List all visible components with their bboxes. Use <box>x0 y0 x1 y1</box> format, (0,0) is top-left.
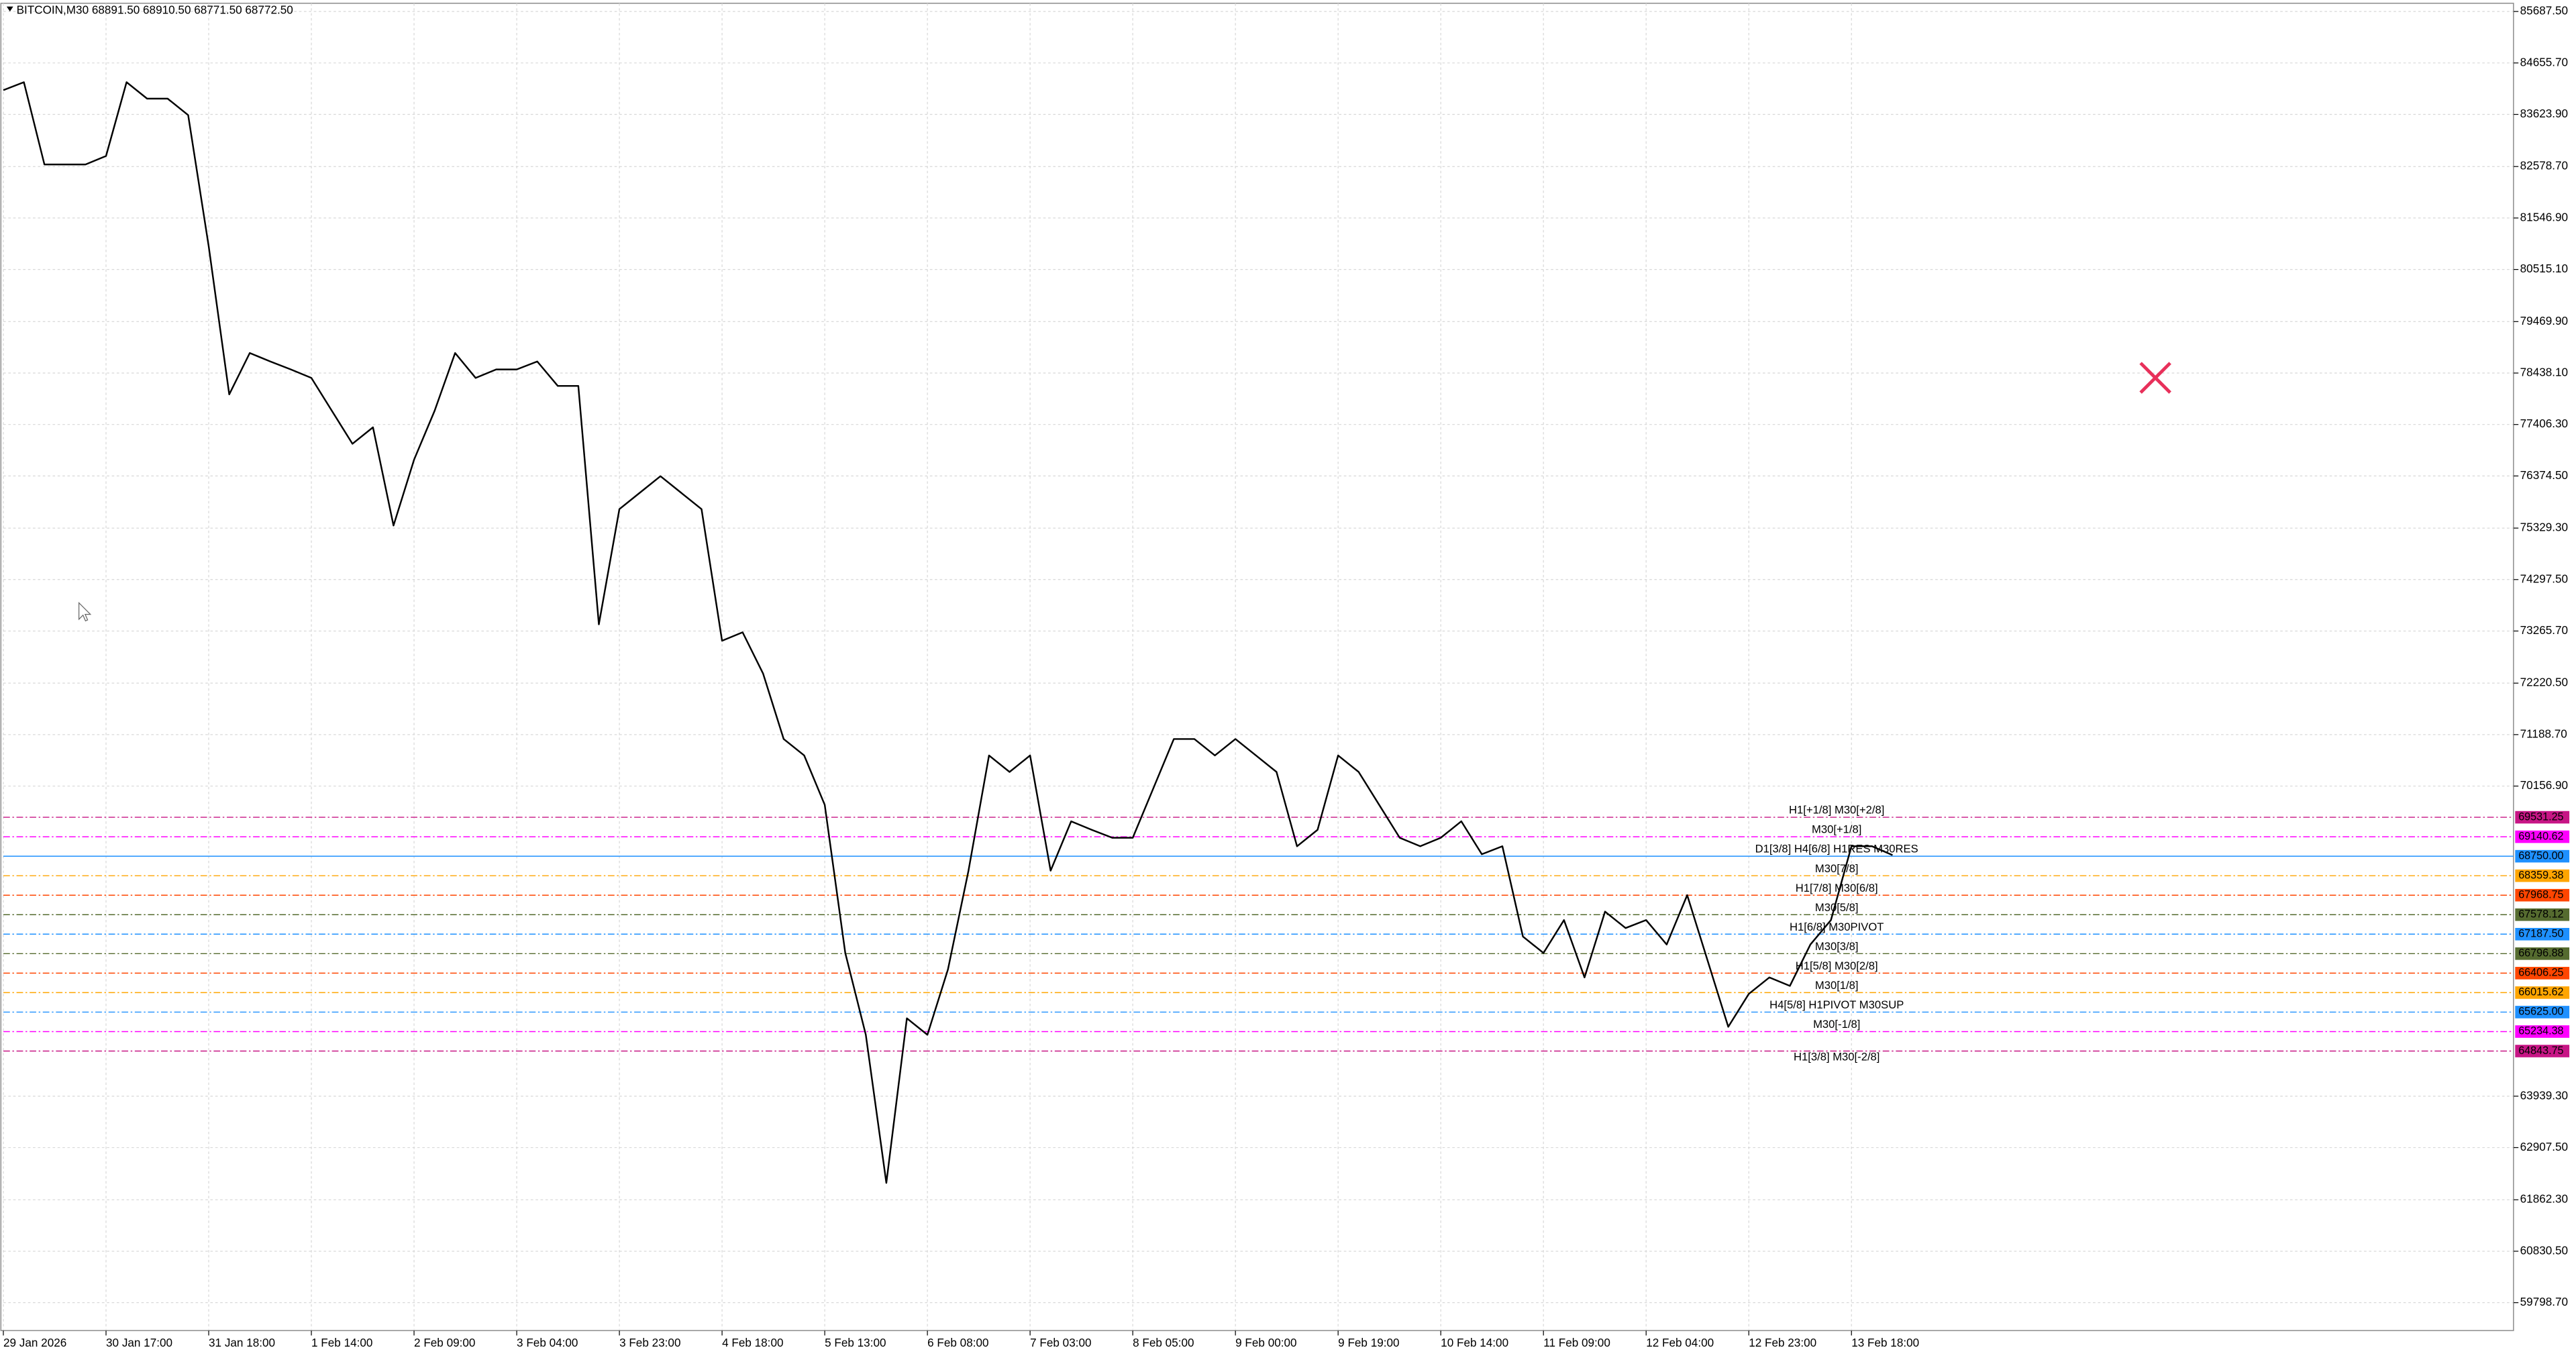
level-price-box <box>2515 1025 2570 1038</box>
level-price-label: 67968.75 <box>2518 888 2563 900</box>
y-tick-label: 78438.10 <box>2520 366 2568 379</box>
y-tick-label: 76374.50 <box>2520 468 2568 482</box>
y-tick-label: 62907.50 <box>2520 1140 2568 1153</box>
level-price-label: 66015.62 <box>2518 986 2563 998</box>
x-tick-label: 3 Feb 23:00 <box>619 1336 680 1349</box>
level-price-label: 65625.00 <box>2518 1006 2563 1018</box>
level-price-box <box>2515 869 2570 882</box>
y-tick-label: 82578.70 <box>2520 159 2568 172</box>
y-tick-label: 75329.30 <box>2520 521 2568 534</box>
level-text: H1[7/8] M30[6/8] <box>1796 882 1878 894</box>
level-text: H1[3/8] M30[-2/8] <box>1794 1051 1879 1063</box>
grid <box>3 3 2514 1331</box>
y-tick-label: 71188.70 <box>2520 727 2567 740</box>
level-price-box <box>2515 1006 2570 1019</box>
close-x-marker <box>2139 362 2171 394</box>
y-tick-label: 85687.50 <box>2520 4 2568 17</box>
x-tick-label: 8 Feb 05:00 <box>1133 1336 1194 1349</box>
level-text: H4[5/8] H1PIVOT M30SUP <box>1769 998 1904 1011</box>
level-price-label: 65234.38 <box>2518 1025 2563 1037</box>
level-price-box <box>2515 967 2570 980</box>
level-text: M30[7/8] <box>1815 862 1859 875</box>
level-price-label: 68750.00 <box>2518 849 2563 862</box>
y-tick-label: 77406.30 <box>2520 417 2568 430</box>
menu-triangle[interactable] <box>6 6 13 12</box>
level-price-label: 69140.62 <box>2518 830 2563 842</box>
x-tick-label: 12 Feb 23:00 <box>1749 1336 1816 1349</box>
level-text: H1[+1/8] M30[+2/8] <box>1789 804 1884 817</box>
level-price-label: 66406.25 <box>2518 967 2563 979</box>
x-tick-label: 9 Feb 00:00 <box>1235 1336 1296 1349</box>
mouse-cursor <box>79 602 92 622</box>
x-tick-label: 1 Feb 14:00 <box>311 1336 372 1349</box>
level-text: D1[3/8] H4[6/8] H1RES M30RES <box>1755 843 1918 855</box>
level-price-box <box>2515 888 2570 902</box>
chart-title: BITCOIN,M30 68891.50 68910.50 68771.50 6… <box>17 3 293 16</box>
level-price-label: 67187.50 <box>2518 928 2563 940</box>
y-tick-label: 79469.90 <box>2520 314 2568 327</box>
level-price-box <box>2515 1045 2570 1057</box>
level-text: M30[5/8] <box>1815 901 1859 914</box>
y-tick-label: 80515.10 <box>2520 262 2568 275</box>
level-price-box <box>2515 849 2570 863</box>
y-tick-label: 70156.90 <box>2520 778 2568 792</box>
x-tick-label: 9 Feb 19:00 <box>1338 1336 1399 1349</box>
level-price-box <box>2515 947 2570 960</box>
y-tick-label: 60830.50 <box>2520 1243 2568 1257</box>
plot-frame <box>0 3 2514 1331</box>
x-tick-label: 5 Feb 13:00 <box>825 1336 886 1349</box>
y-tick-label: 84655.70 <box>2520 55 2568 68</box>
x-tick-label: 10 Feb 14:00 <box>1441 1336 1508 1349</box>
level-text: H1[5/8] M30[2/8] <box>1796 959 1878 972</box>
price-line <box>3 81 1893 1184</box>
levels: H1[+1/8] M30[+2/8] 69531.25 M30[+1/8] 69140… <box>3 804 2570 1063</box>
level-price-label: 69531.25 <box>2518 811 2563 823</box>
level-text: M30[+1/8] <box>1812 823 1861 836</box>
level-text: H1[6/8] M30PIVOT <box>1790 921 1884 933</box>
x-tick-label: 4 Feb 18:00 <box>722 1336 783 1349</box>
price-series <box>3 81 1893 1184</box>
x-tick-label: 6 Feb 08:00 <box>927 1336 988 1349</box>
y-tick-label: 81546.90 <box>2520 210 2568 223</box>
level-text: M30[-1/8] <box>1813 1018 1860 1031</box>
x-tick-label: 3 Feb 04:00 <box>517 1336 578 1349</box>
level-price-label: 68359.38 <box>2518 869 2563 881</box>
level-price-box <box>2515 908 2570 921</box>
level-text: M30[1/8] <box>1815 979 1859 992</box>
y-tick-label: 73265.70 <box>2520 623 2568 637</box>
y-tick-label: 59798.70 <box>2520 1295 2568 1308</box>
level-price-label: 66796.88 <box>2518 947 2563 959</box>
x-tick-label: 29 Jan 2026 <box>3 1336 66 1349</box>
y-tick-label: 72220.50 <box>2520 676 2568 689</box>
x-tick-label: 2 Feb 09:00 <box>414 1336 475 1349</box>
y-tick-label: 83623.90 <box>2520 107 2568 120</box>
level-price-box <box>2515 830 2570 843</box>
level-price-label: 64843.75 <box>2518 1045 2563 1057</box>
level-price-label: 67578.12 <box>2518 908 2563 921</box>
y-tick-label: 63939.30 <box>2520 1088 2568 1102</box>
y-tick-label: 74297.50 <box>2520 572 2568 585</box>
x-tick-label: 7 Feb 03:00 <box>1030 1336 1091 1349</box>
x-tick-label: 30 Jan 17:00 <box>106 1336 172 1349</box>
level-price-box <box>2515 927 2570 941</box>
y-tick-label: 61862.30 <box>2520 1192 2568 1206</box>
x-tick-label: 11 Feb 09:00 <box>1543 1336 1610 1349</box>
level-price-box <box>2515 986 2570 999</box>
x-tick-label: 31 Jan 18:00 <box>209 1336 275 1349</box>
axes: 85687.50 84655.70 83623.90 82578.70 81546.90… <box>3 4 2568 1349</box>
level-price-box <box>2515 811 2570 824</box>
x-tick-label: 12 Feb 04:00 <box>1646 1336 1714 1349</box>
level-text: M30[3/8] <box>1815 940 1859 953</box>
x-tick-label: 13 Feb 18:00 <box>1851 1336 1919 1349</box>
